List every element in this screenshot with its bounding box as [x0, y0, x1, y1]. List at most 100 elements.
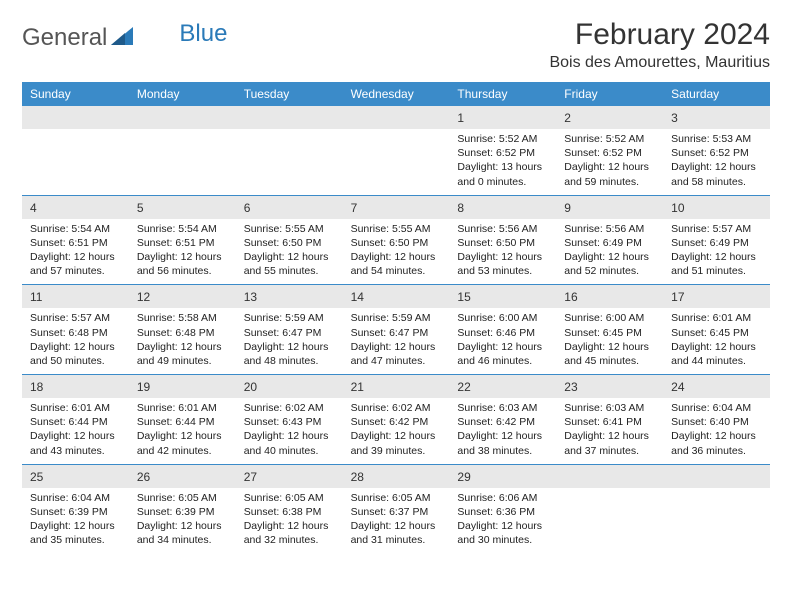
- calendar-grid: ....1Sunrise: 5:52 AMSunset: 6:52 PMDayl…: [22, 106, 770, 553]
- calendar-day-cell: 8 Sunrise: 5:56 AMSunset: 6:50 PMDaylight…: [449, 196, 556, 285]
- day-number-bar: 7: [343, 196, 450, 219]
- brand-triangle-icon: [111, 27, 133, 50]
- calendar-day-cell: .: [556, 465, 663, 554]
- day-details: Sunrise: 5:56 AMSunset: 6:50 PMDaylight:…: [449, 219, 556, 285]
- weekday-header: Friday: [556, 82, 663, 106]
- sunrise-text: Sunrise: 5:55 AM: [351, 222, 442, 236]
- sunset-text: Sunset: 6:50 PM: [244, 236, 335, 250]
- sunset-text: Sunset: 6:48 PM: [137, 326, 228, 340]
- day-number: 3: [671, 111, 678, 125]
- weekday-header: Monday: [129, 82, 236, 106]
- sunrise-text: Sunrise: 6:01 AM: [137, 401, 228, 415]
- day-number-bar: 19: [129, 375, 236, 398]
- day-number-bar: 24: [663, 375, 770, 398]
- day-number: 11: [30, 290, 42, 304]
- sunset-text: Sunset: 6:52 PM: [457, 146, 548, 160]
- day-number: 26: [137, 470, 150, 484]
- day-details: Sunrise: 5:55 AMSunset: 6:50 PMDaylight:…: [343, 219, 450, 285]
- day-details: Sunrise: 6:03 AMSunset: 6:41 PMDaylight:…: [556, 398, 663, 464]
- sunset-text: Sunset: 6:37 PM: [351, 505, 442, 519]
- sunset-text: Sunset: 6:41 PM: [564, 415, 655, 429]
- sunrise-text: Sunrise: 5:59 AM: [351, 311, 442, 325]
- day-number-bar: 8: [449, 196, 556, 219]
- calendar-day-cell: .: [236, 106, 343, 195]
- sunrise-text: Sunrise: 5:54 AM: [30, 222, 121, 236]
- daylight-text: Daylight: 12 hours and 37 minutes.: [564, 429, 655, 457]
- day-number: 17: [671, 290, 684, 304]
- weekday-header: Sunday: [22, 82, 129, 106]
- day-number: 10: [671, 201, 684, 215]
- sunset-text: Sunset: 6:45 PM: [671, 326, 762, 340]
- sunrise-text: Sunrise: 6:02 AM: [244, 401, 335, 415]
- day-details: Sunrise: 5:54 AMSunset: 6:51 PMDaylight:…: [22, 219, 129, 285]
- daylight-text: Daylight: 12 hours and 36 minutes.: [671, 429, 762, 457]
- day-number-bar: 5: [129, 196, 236, 219]
- day-details: Sunrise: 5:57 AMSunset: 6:48 PMDaylight:…: [22, 308, 129, 374]
- day-number: 27: [244, 470, 257, 484]
- day-number-bar: 10: [663, 196, 770, 219]
- sunrise-text: Sunrise: 6:00 AM: [564, 311, 655, 325]
- sunset-text: Sunset: 6:42 PM: [457, 415, 548, 429]
- day-details: Sunrise: 6:02 AMSunset: 6:42 PMDaylight:…: [343, 398, 450, 464]
- sunset-text: Sunset: 6:36 PM: [457, 505, 548, 519]
- sunset-text: Sunset: 6:49 PM: [671, 236, 762, 250]
- daylight-text: Daylight: 12 hours and 31 minutes.: [351, 519, 442, 547]
- day-number: 28: [351, 470, 364, 484]
- calendar-day-cell: 16Sunrise: 6:00 AMSunset: 6:45 PMDayligh…: [556, 285, 663, 374]
- calendar-week-row: 18Sunrise: 6:01 AMSunset: 6:44 PMDayligh…: [22, 374, 770, 464]
- sunrise-text: Sunrise: 6:01 AM: [671, 311, 762, 325]
- day-number-bar: .: [22, 106, 129, 129]
- sunrise-text: Sunrise: 6:00 AM: [457, 311, 548, 325]
- day-number-bar: 20: [236, 375, 343, 398]
- day-number-bar: .: [343, 106, 450, 129]
- sunrise-text: Sunrise: 6:05 AM: [137, 491, 228, 505]
- sunrise-text: Sunrise: 6:04 AM: [30, 491, 121, 505]
- calendar-day-cell: 22Sunrise: 6:03 AMSunset: 6:42 PMDayligh…: [449, 375, 556, 464]
- day-number-bar: 2: [556, 106, 663, 129]
- daylight-text: Daylight: 12 hours and 54 minutes.: [351, 250, 442, 278]
- sunset-text: Sunset: 6:42 PM: [351, 415, 442, 429]
- daylight-text: Daylight: 12 hours and 58 minutes.: [671, 160, 762, 188]
- brand-logo: General Blue: [22, 18, 185, 52]
- daylight-text: Daylight: 12 hours and 53 minutes.: [457, 250, 548, 278]
- calendar-day-cell: 19Sunrise: 6:01 AMSunset: 6:44 PMDayligh…: [129, 375, 236, 464]
- day-details: Sunrise: 5:52 AMSunset: 6:52 PMDaylight:…: [556, 129, 663, 195]
- sunset-text: Sunset: 6:44 PM: [30, 415, 121, 429]
- daylight-text: Daylight: 12 hours and 39 minutes.: [351, 429, 442, 457]
- calendar-day-cell: .: [663, 465, 770, 554]
- calendar-day-cell: 9Sunrise: 5:56 AMSunset: 6:49 PMDaylight…: [556, 196, 663, 285]
- weekday-header: Thursday: [449, 82, 556, 106]
- day-number-bar: .: [129, 106, 236, 129]
- day-details: Sunrise: 6:04 AMSunset: 6:40 PMDaylight:…: [663, 398, 770, 464]
- daylight-text: Daylight: 12 hours and 34 minutes.: [137, 519, 228, 547]
- calendar-week-row: 4Sunrise: 5:54 AMSunset: 6:51 PMDaylight…: [22, 195, 770, 285]
- calendar-day-cell: 1Sunrise: 5:52 AMSunset: 6:52 PMDaylight…: [449, 106, 556, 195]
- calendar-day-cell: .: [129, 106, 236, 195]
- daylight-text: Daylight: 12 hours and 40 minutes.: [244, 429, 335, 457]
- calendar-day-cell: 15Sunrise: 6:00 AMSunset: 6:46 PMDayligh…: [449, 285, 556, 374]
- daylight-text: Daylight: 12 hours and 45 minutes.: [564, 340, 655, 368]
- calendar-day-cell: .: [343, 106, 450, 195]
- sunrise-text: Sunrise: 5:54 AM: [137, 222, 228, 236]
- day-details: Sunrise: 6:02 AMSunset: 6:43 PMDaylight:…: [236, 398, 343, 464]
- calendar-day-cell: 29Sunrise: 6:06 AMSunset: 6:36 PMDayligh…: [449, 465, 556, 554]
- day-number-bar: .: [556, 465, 663, 488]
- calendar-day-cell: 25Sunrise: 6:04 AMSunset: 6:39 PMDayligh…: [22, 465, 129, 554]
- sunset-text: Sunset: 6:47 PM: [244, 326, 335, 340]
- day-number-bar: 12: [129, 285, 236, 308]
- day-number: 2: [564, 111, 571, 125]
- brand-name-2: Blue: [179, 20, 227, 48]
- calendar-day-cell: 26Sunrise: 6:05 AMSunset: 6:39 PMDayligh…: [129, 465, 236, 554]
- sunset-text: Sunset: 6:38 PM: [244, 505, 335, 519]
- sunrise-text: Sunrise: 5:53 AM: [671, 132, 762, 146]
- calendar-day-cell: 7Sunrise: 5:55 AMSunset: 6:50 PMDaylight…: [343, 196, 450, 285]
- day-details: Sunrise: 6:05 AMSunset: 6:38 PMDaylight:…: [236, 488, 343, 554]
- day-details: Sunrise: 5:57 AMSunset: 6:49 PMDaylight:…: [663, 219, 770, 285]
- day-number: 16: [564, 290, 577, 304]
- day-details: Sunrise: 5:56 AMSunset: 6:49 PMDaylight:…: [556, 219, 663, 285]
- sunset-text: Sunset: 6:50 PM: [351, 236, 442, 250]
- daylight-text: Daylight: 12 hours and 59 minutes.: [564, 160, 655, 188]
- day-number: 8: [457, 201, 464, 215]
- weekday-header-row: Sunday Monday Tuesday Wednesday Thursday…: [22, 82, 770, 106]
- sunset-text: Sunset: 6:44 PM: [137, 415, 228, 429]
